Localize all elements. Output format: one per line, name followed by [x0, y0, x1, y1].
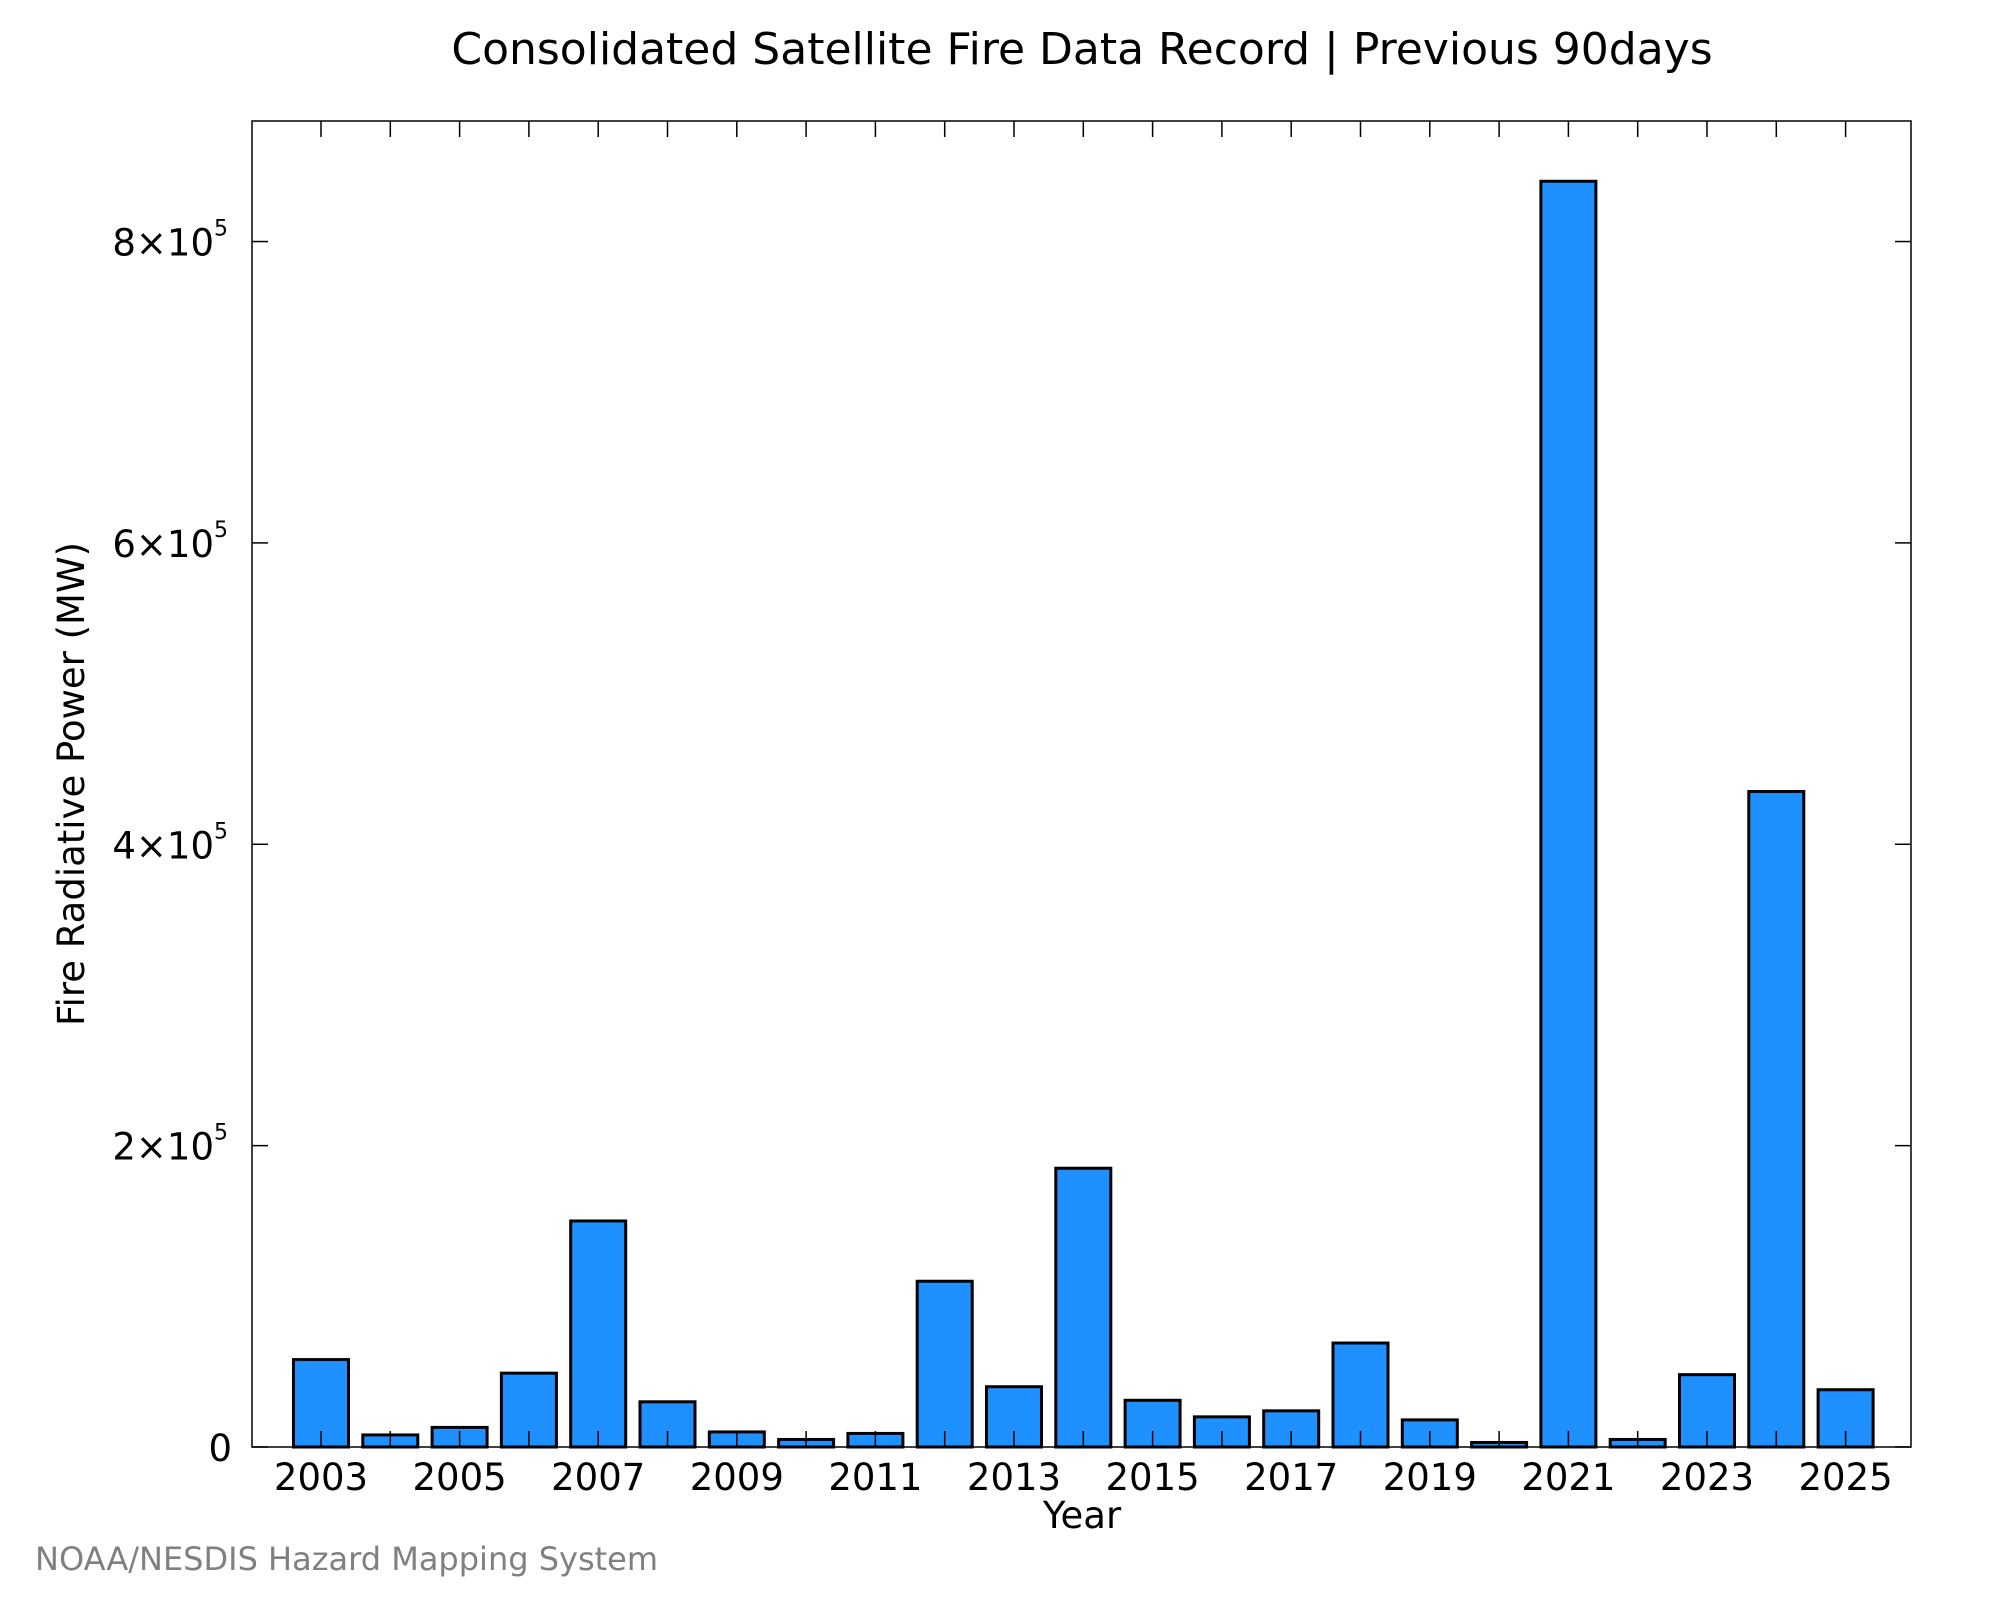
bar-2012 [915, 1279, 974, 1449]
bar-2007 [569, 1219, 628, 1449]
x-tick-labels: 2003 2005 2007 2009 2011 2013 2015 2017 2019 2021… [274, 1456, 1893, 1499]
x-tick-label-2021: 2021 [1521, 1456, 1615, 1499]
bar-2025 [1816, 1388, 1875, 1449]
axis-ticks [252, 121, 1911, 1448]
x-tick-label-2011: 2011 [828, 1456, 922, 1499]
bar-2021 [1539, 179, 1598, 1449]
x-tick-label-2003: 2003 [274, 1456, 368, 1499]
y-tick-label-800000: 8×105 [112, 217, 228, 265]
y-axis-label: Fire Radiative Power (MW) [50, 542, 93, 1026]
bars-layer [292, 179, 1875, 1449]
x-tick-label-2025: 2025 [1799, 1456, 1893, 1499]
x-tick-label-2015: 2015 [1106, 1456, 1200, 1499]
plot-area-frame [251, 120, 1912, 1448]
bar-2018 [1331, 1341, 1390, 1449]
y-tick-label-600000: 6×105 [112, 518, 228, 566]
x-tick-label-2023: 2023 [1660, 1456, 1754, 1499]
bar-2017 [1262, 1409, 1321, 1449]
source-credit: NOAA/NESDIS Hazard Mapping System [35, 1540, 659, 1578]
y-tick-label-200000: 2×105 [112, 1121, 228, 1169]
bar-2014 [1054, 1166, 1113, 1449]
x-tick-label-2017: 2017 [1244, 1456, 1338, 1499]
x-tick-label-2007: 2007 [551, 1456, 645, 1499]
chart-title: Consolidated Satellite Fire Data Record … [451, 24, 1712, 75]
y-tick-labels: 0 2×105 4×105 6×105 8×105 [112, 217, 232, 1470]
bar-2024 [1747, 790, 1806, 1449]
y-tick-label-400000: 4×105 [112, 819, 228, 867]
y-tick-label-0: 0 [208, 1427, 232, 1470]
x-tick-label-2013: 2013 [967, 1456, 1061, 1499]
x-tick-label-2019: 2019 [1383, 1456, 1477, 1499]
x-tick-label-2009: 2009 [690, 1456, 784, 1499]
x-axis-label: Year [1042, 1494, 1122, 1537]
x-tick-label-2005: 2005 [413, 1456, 507, 1499]
